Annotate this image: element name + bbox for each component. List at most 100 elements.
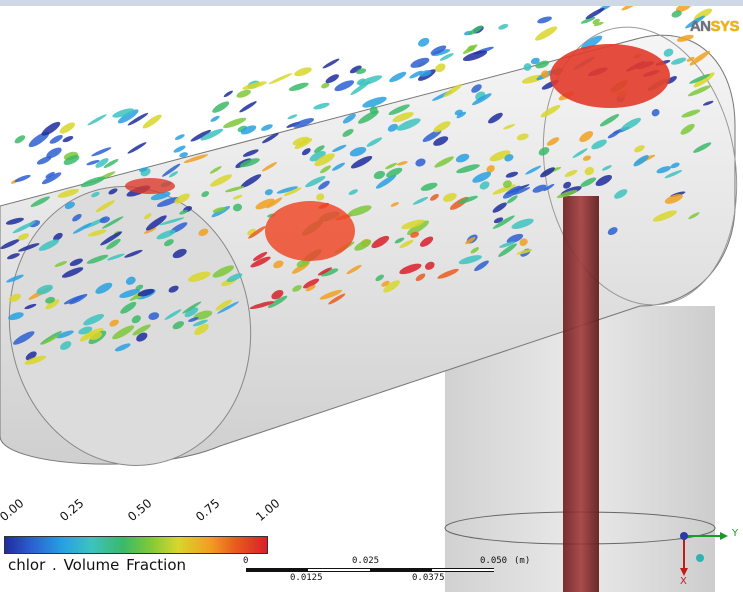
contour-streak bbox=[468, 25, 483, 36]
contour-streak bbox=[53, 232, 63, 241]
contour-streak bbox=[435, 63, 446, 73]
contour-streak bbox=[540, 104, 561, 118]
contour-streak bbox=[276, 186, 298, 194]
contour-streak bbox=[49, 135, 63, 144]
contour-streak bbox=[239, 101, 257, 113]
contour-streak bbox=[100, 231, 123, 246]
contour-streak bbox=[194, 323, 209, 336]
contour-streak bbox=[702, 100, 714, 106]
contour-streak bbox=[266, 197, 283, 209]
contour-streak bbox=[356, 78, 366, 85]
contour-streak bbox=[64, 201, 75, 210]
contour-streak bbox=[164, 309, 182, 320]
contour-streak bbox=[593, 21, 604, 27]
contour-streak bbox=[198, 228, 209, 236]
contour-streak bbox=[424, 261, 435, 270]
scale-seg-4 bbox=[432, 568, 494, 572]
contour-streak bbox=[41, 121, 61, 136]
contour-streak bbox=[45, 171, 55, 179]
contour-streak bbox=[401, 219, 425, 230]
hotspot-left bbox=[125, 178, 175, 194]
contour-streak bbox=[273, 260, 284, 269]
contour-streak bbox=[46, 147, 62, 159]
contour-streak bbox=[150, 191, 171, 201]
contour-streak bbox=[671, 57, 687, 65]
contour-streak bbox=[506, 195, 518, 204]
contour-streak bbox=[321, 82, 330, 89]
contour-streak bbox=[492, 202, 507, 213]
contour-streak bbox=[535, 60, 550, 69]
contour-streak bbox=[399, 239, 414, 249]
contour-streak bbox=[112, 325, 135, 340]
render-viewport[interactable] bbox=[0, 6, 743, 592]
scale-seg-2 bbox=[308, 568, 370, 572]
contour-streak bbox=[387, 123, 398, 132]
contour-streak bbox=[87, 114, 107, 126]
contour-streak bbox=[14, 135, 26, 144]
contour-streak bbox=[633, 155, 649, 167]
contour-streak bbox=[388, 104, 410, 116]
contour-streak bbox=[381, 280, 390, 287]
contour-streak bbox=[409, 70, 423, 79]
contour-streak bbox=[179, 209, 188, 215]
contour-streak bbox=[670, 162, 680, 169]
contour-streak bbox=[493, 217, 504, 224]
contour-streak bbox=[145, 215, 167, 231]
contour-streak bbox=[250, 256, 271, 268]
contour-streak bbox=[172, 321, 185, 330]
contour-streak bbox=[634, 145, 645, 153]
contour-streak bbox=[5, 217, 24, 225]
contour-streak bbox=[45, 296, 56, 304]
contour-streak bbox=[664, 193, 683, 204]
contour-streak bbox=[373, 170, 386, 180]
contour-streak bbox=[139, 167, 148, 172]
contour-streak bbox=[201, 191, 210, 198]
contour-streak bbox=[45, 299, 60, 310]
contour-streak bbox=[41, 172, 62, 185]
contour-streak bbox=[72, 222, 92, 234]
contour-streak bbox=[294, 67, 312, 77]
scale-unit: (m) bbox=[514, 556, 531, 566]
contour-streak bbox=[664, 170, 683, 179]
contour-streak bbox=[410, 57, 430, 68]
contour-streak bbox=[36, 284, 53, 295]
contour-streak bbox=[563, 181, 572, 189]
contour-streak bbox=[255, 198, 275, 210]
contour-streak bbox=[431, 49, 451, 57]
contour-streak bbox=[287, 114, 298, 120]
scale-label-050: 0.050 bbox=[480, 556, 508, 566]
contour-streak bbox=[59, 122, 75, 134]
contour-streak bbox=[685, 15, 705, 29]
contour-streak bbox=[535, 26, 558, 41]
contour-streak bbox=[159, 217, 185, 226]
contour-streak bbox=[8, 293, 22, 302]
contour-streak bbox=[486, 165, 495, 173]
contour-streak bbox=[188, 317, 199, 322]
axis-triad[interactable]: Y X bbox=[660, 516, 740, 587]
contour-streak bbox=[313, 102, 330, 110]
contour-streak bbox=[162, 163, 181, 177]
contour-streak bbox=[512, 187, 531, 196]
contour-streak bbox=[283, 187, 302, 197]
contour-streak bbox=[412, 196, 429, 205]
contour-streak bbox=[390, 202, 399, 207]
contour-streak bbox=[79, 332, 94, 342]
contour-streak bbox=[334, 80, 355, 92]
logo-part1: AN bbox=[689, 18, 711, 35]
contour-streak bbox=[620, 117, 641, 131]
contour-streak bbox=[215, 299, 232, 311]
contour-streak bbox=[17, 233, 30, 241]
contour-streak bbox=[296, 259, 310, 268]
contour-streak bbox=[688, 212, 700, 220]
scale-seg-3 bbox=[370, 568, 432, 572]
contour-streak bbox=[322, 58, 340, 69]
contour-streak bbox=[455, 153, 470, 163]
contour-streak bbox=[591, 139, 607, 150]
contour-streak bbox=[614, 189, 628, 199]
contour-streak bbox=[164, 239, 174, 247]
contour-streak bbox=[212, 265, 235, 278]
contour-streak bbox=[7, 253, 20, 260]
contour-streak bbox=[240, 125, 257, 135]
contour-streak bbox=[127, 112, 149, 126]
contour-streak bbox=[156, 229, 176, 240]
